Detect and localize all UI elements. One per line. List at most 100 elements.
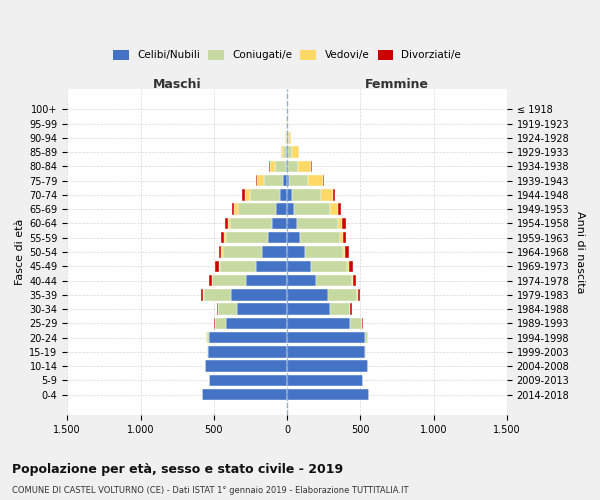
Bar: [288, 160, 298, 172]
Bar: [311, 160, 312, 172]
Bar: [305, 246, 343, 258]
Y-axis label: Anni di nascita: Anni di nascita: [575, 210, 585, 293]
Bar: [238, 204, 276, 215]
Bar: [289, 132, 291, 143]
Bar: [287, 275, 316, 286]
Bar: [285, 132, 286, 143]
Bar: [245, 189, 250, 200]
Text: COMUNE DI CASTEL VOLTURNO (CE) - Dati ISTAT 1° gennaio 2019 - Elaborazione TUTTI: COMUNE DI CASTEL VOLTURNO (CE) - Dati IS…: [12, 486, 409, 495]
Bar: [287, 189, 292, 200]
Bar: [226, 318, 287, 329]
Y-axis label: Fasce di età: Fasce di età: [15, 219, 25, 285]
Bar: [212, 275, 246, 286]
Bar: [287, 260, 311, 272]
Bar: [287, 389, 369, 400]
Bar: [209, 332, 287, 344]
Bar: [262, 246, 287, 258]
Bar: [340, 232, 343, 243]
Bar: [218, 304, 237, 315]
Bar: [265, 175, 283, 186]
Bar: [358, 289, 360, 300]
Bar: [287, 332, 365, 344]
Bar: [321, 189, 332, 200]
Bar: [287, 246, 305, 258]
Bar: [256, 260, 287, 272]
Bar: [345, 246, 349, 258]
Bar: [338, 218, 342, 229]
Bar: [232, 289, 287, 300]
Bar: [226, 232, 268, 243]
Bar: [272, 218, 287, 229]
Bar: [350, 304, 352, 315]
Bar: [353, 275, 356, 286]
Bar: [287, 204, 294, 215]
Bar: [296, 218, 338, 229]
Bar: [292, 189, 321, 200]
Bar: [347, 260, 349, 272]
Bar: [281, 146, 283, 158]
Bar: [242, 189, 245, 200]
Bar: [228, 218, 230, 229]
Bar: [201, 289, 203, 300]
Bar: [362, 318, 363, 329]
Bar: [298, 160, 311, 172]
Bar: [287, 160, 288, 172]
Bar: [235, 204, 238, 215]
Bar: [287, 360, 368, 372]
Bar: [283, 175, 287, 186]
Bar: [328, 289, 358, 300]
Bar: [268, 232, 287, 243]
Bar: [269, 160, 275, 172]
Bar: [256, 175, 257, 186]
Bar: [287, 318, 350, 329]
Bar: [250, 189, 280, 200]
Bar: [286, 146, 287, 158]
Bar: [221, 246, 223, 258]
Bar: [202, 389, 287, 400]
Bar: [219, 260, 220, 272]
Bar: [316, 275, 352, 286]
Bar: [332, 189, 335, 200]
Bar: [287, 146, 288, 158]
Bar: [292, 146, 299, 158]
Bar: [208, 346, 287, 358]
Bar: [221, 232, 224, 243]
Text: Maschi: Maschi: [153, 78, 202, 90]
Bar: [338, 204, 341, 215]
Bar: [287, 232, 301, 243]
Bar: [224, 232, 226, 243]
Legend: Celibi/Nubili, Coniugati/e, Vedovi/e, Divorziati/e: Celibi/Nubili, Coniugati/e, Vedovi/e, Di…: [111, 48, 463, 62]
Bar: [223, 246, 262, 258]
Bar: [257, 175, 265, 186]
Bar: [215, 318, 226, 329]
Bar: [206, 332, 209, 344]
Bar: [287, 132, 289, 143]
Bar: [207, 346, 208, 358]
Bar: [286, 160, 287, 172]
Bar: [286, 132, 287, 143]
Bar: [287, 218, 296, 229]
Bar: [343, 246, 345, 258]
Bar: [350, 318, 362, 329]
Bar: [287, 374, 364, 386]
Bar: [232, 204, 235, 215]
Bar: [217, 304, 218, 315]
Bar: [205, 360, 287, 372]
Bar: [287, 289, 328, 300]
Bar: [209, 374, 287, 386]
Bar: [276, 204, 287, 215]
Bar: [329, 304, 350, 315]
Bar: [308, 175, 323, 186]
Bar: [225, 218, 228, 229]
Bar: [237, 304, 287, 315]
Bar: [275, 160, 286, 172]
Bar: [342, 218, 346, 229]
Bar: [203, 289, 232, 300]
Bar: [331, 204, 338, 215]
Bar: [323, 175, 325, 186]
Bar: [280, 189, 287, 200]
Bar: [349, 260, 353, 272]
Bar: [294, 204, 331, 215]
Bar: [215, 260, 219, 272]
Bar: [287, 346, 365, 358]
